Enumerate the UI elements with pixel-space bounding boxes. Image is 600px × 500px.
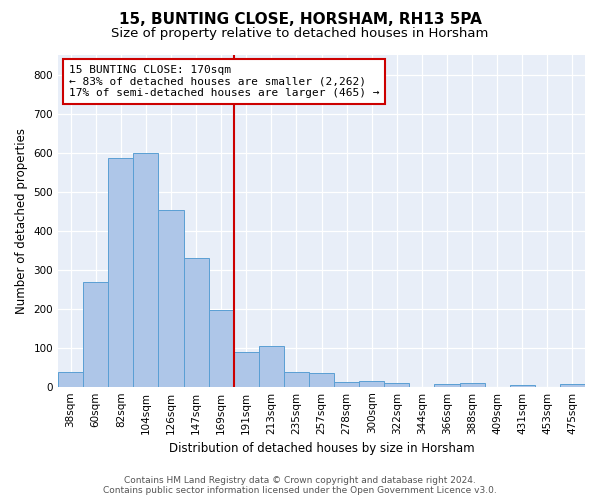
Y-axis label: Number of detached properties: Number of detached properties	[15, 128, 28, 314]
Bar	[359, 381, 384, 386]
Bar	[384, 383, 409, 386]
Bar	[309, 373, 334, 386]
Bar	[133, 152, 158, 386]
Bar	[259, 346, 284, 387]
Bar	[510, 384, 535, 386]
Bar	[108, 158, 133, 386]
Bar	[233, 352, 259, 386]
Bar	[460, 383, 485, 386]
Bar	[284, 372, 309, 386]
Text: 15, BUNTING CLOSE, HORSHAM, RH13 5PA: 15, BUNTING CLOSE, HORSHAM, RH13 5PA	[119, 12, 481, 28]
X-axis label: Distribution of detached houses by size in Horsham: Distribution of detached houses by size …	[169, 442, 475, 455]
Bar	[209, 310, 233, 386]
Bar	[58, 372, 83, 386]
Text: Size of property relative to detached houses in Horsham: Size of property relative to detached ho…	[112, 28, 488, 40]
Bar	[560, 384, 585, 386]
Bar	[83, 282, 108, 387]
Bar	[184, 258, 209, 386]
Bar	[334, 382, 359, 386]
Text: 15 BUNTING CLOSE: 170sqm
← 83% of detached houses are smaller (2,262)
17% of sem: 15 BUNTING CLOSE: 170sqm ← 83% of detach…	[68, 65, 379, 98]
Bar	[434, 384, 460, 386]
Text: Contains HM Land Registry data © Crown copyright and database right 2024.
Contai: Contains HM Land Registry data © Crown c…	[103, 476, 497, 495]
Bar	[158, 210, 184, 386]
